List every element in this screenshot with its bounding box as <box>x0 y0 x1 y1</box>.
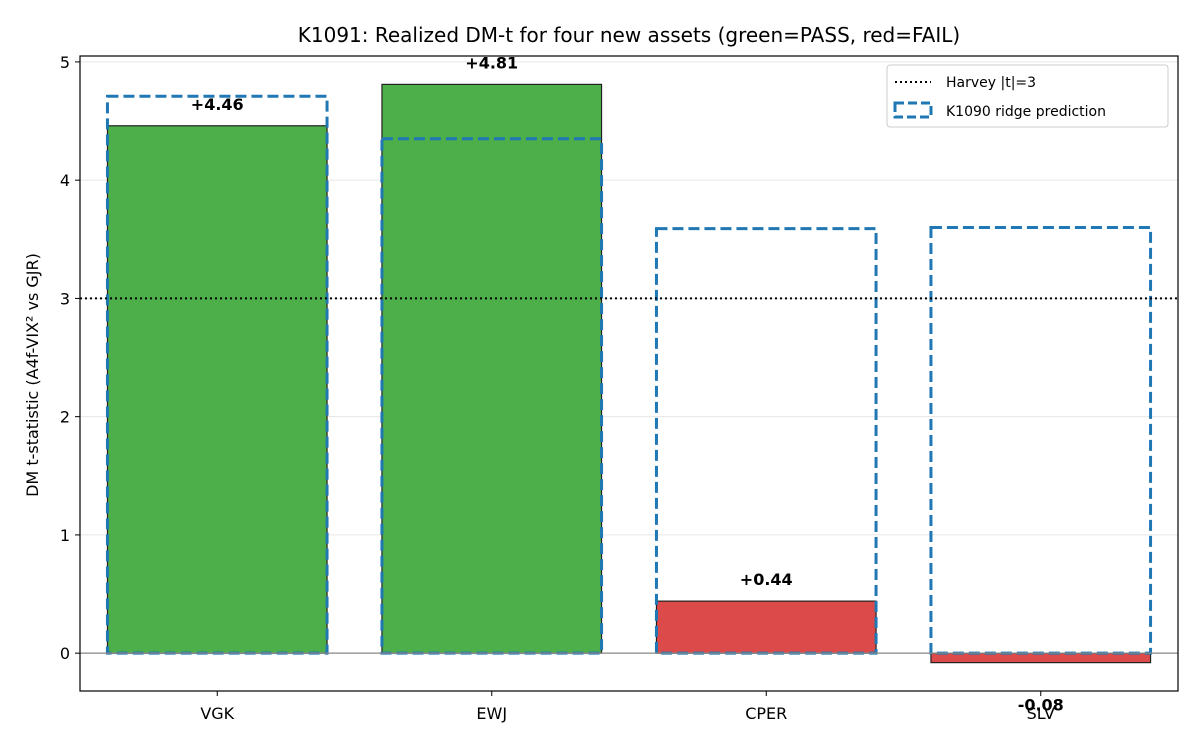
y-tick-label: 3 <box>60 289 70 308</box>
x-tick-label-ewj: EWJ <box>476 704 507 723</box>
axes: 0 1 2 3 4 5 VGK EWJ CPER SLV <box>60 53 1179 723</box>
data-label-ewj: +4.81 <box>465 53 518 72</box>
prediction-box-cper <box>654 227 878 655</box>
y-tick-label: 4 <box>60 171 70 190</box>
bar-ewj <box>381 83 603 654</box>
y-tick-label: 2 <box>60 408 70 427</box>
data-labels: +4.46 +4.81 +0.44 -0.08 <box>191 53 1064 714</box>
legend: Harvey |t|=3 K1090 ridge prediction <box>886 64 1169 128</box>
bar-vgk <box>106 125 328 654</box>
prediction-box-ewj <box>380 137 604 655</box>
data-label-slv: -0.08 <box>1018 696 1064 715</box>
chart-title: K1091: Realized DM-t for four new assets… <box>298 23 960 47</box>
y-axis-label: DM t-statistic (A4f-VIX² vs GJR) <box>23 253 42 497</box>
y-tick-label: 0 <box>60 644 70 663</box>
y-tick-label: 1 <box>60 526 70 545</box>
bars <box>106 83 1152 664</box>
data-label-vgk: +4.46 <box>191 95 244 114</box>
x-tick-label-cper: CPER <box>745 704 787 723</box>
prediction-box-slv <box>929 225 1153 655</box>
x-tick-label-slv: SLV <box>1027 704 1055 723</box>
legend-reference-label: Harvey |t|=3 <box>946 75 1036 91</box>
legend-prediction-label: K1090 ridge prediction <box>946 104 1106 120</box>
bar-cper <box>655 600 877 654</box>
legend-frame <box>886 64 1169 128</box>
plot-frame <box>79 55 1179 692</box>
data-label-cper: +0.44 <box>740 570 793 589</box>
legend-prediction-swatch <box>893 101 933 119</box>
reference-lines <box>80 297 1178 654</box>
x-tick-label-vgk: VGK <box>200 704 234 723</box>
y-tick-label: 5 <box>60 53 70 72</box>
